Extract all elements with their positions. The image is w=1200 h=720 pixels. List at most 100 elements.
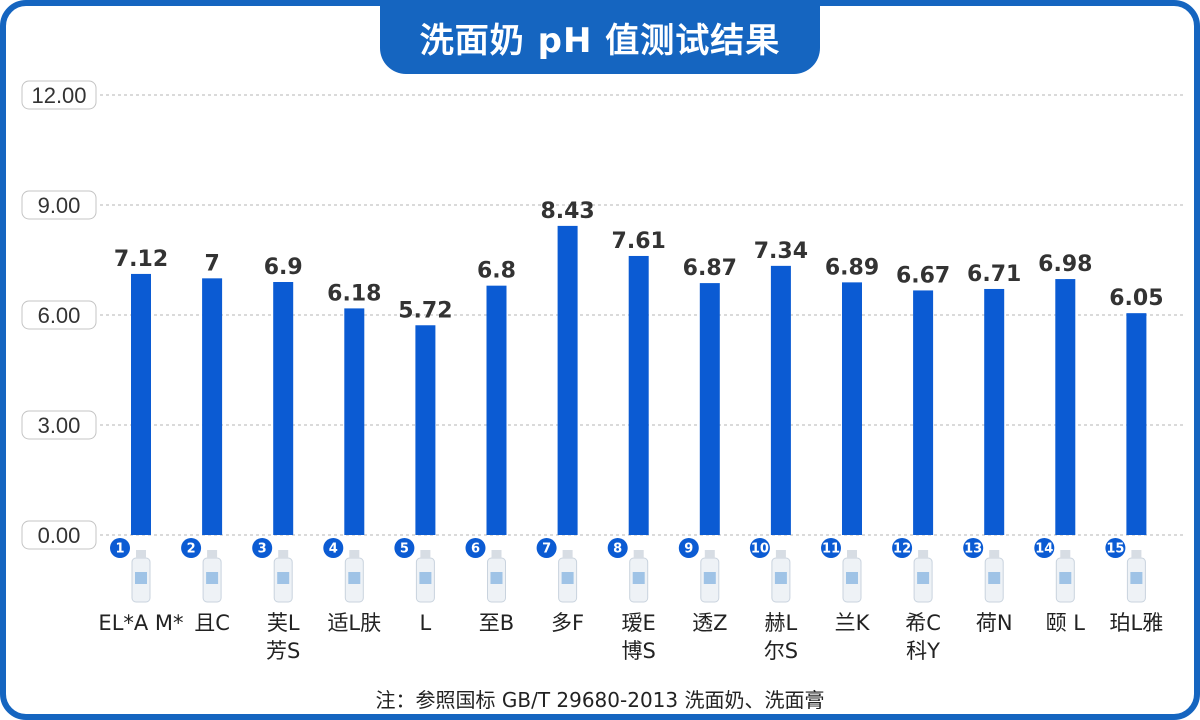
number-badge (821, 538, 841, 558)
number-badge (749, 538, 770, 558)
value-label: 7.12 (114, 247, 168, 272)
number-badge-text: 10 (751, 542, 769, 557)
product-bottle-icon (913, 550, 933, 603)
number-badge-text: 5 (400, 542, 409, 557)
number-badge-text: 13 (964, 542, 982, 557)
y-tick-box (21, 80, 97, 110)
product-bottle-icon (1126, 550, 1146, 603)
value-label: 6.71 (967, 262, 1021, 287)
title-banner: 洗面奶 pH 值测试结果 (380, 0, 820, 74)
value-label: 7.61 (612, 229, 666, 254)
bar (557, 225, 578, 535)
number-badge-text: 11 (822, 542, 840, 557)
value-label: 8.43 (540, 199, 594, 224)
number-badge (1105, 538, 1126, 558)
number-badge-text: 9 (684, 542, 693, 557)
value-label: 6.98 (1038, 252, 1092, 277)
number-badge (394, 538, 415, 558)
number-badge-text: 8 (613, 542, 622, 557)
category-label: 尔S (764, 639, 798, 663)
number-badge-text: 14 (1035, 542, 1053, 557)
bar (131, 273, 151, 535)
category-label: EL*A M* (98, 611, 183, 635)
category-label: 希C (905, 611, 941, 635)
bar (1055, 279, 1076, 535)
number-badge (963, 538, 984, 558)
category-label: 芳S (266, 639, 300, 663)
category-label: 科Y (906, 639, 940, 663)
value-label: 5.72 (398, 298, 452, 323)
number-badge-text: 12 (893, 542, 911, 557)
category-label: 珀L雅 (1110, 611, 1164, 635)
value-label: 7 (204, 251, 219, 276)
product-bottle-icon (202, 550, 222, 603)
y-tick-label: 0.00 (38, 523, 81, 548)
bar (1126, 313, 1147, 535)
bar (770, 265, 791, 535)
y-tick-label: 12.00 (31, 83, 86, 108)
category-label: 赫L (765, 611, 798, 635)
product-bottle-icon (558, 550, 578, 603)
number-badge-text: 6 (471, 542, 480, 557)
product-bottle-icon (344, 550, 364, 603)
value-label: 6.87 (683, 256, 737, 281)
value-label: 6.05 (1109, 286, 1163, 311)
y-tick-box (21, 300, 97, 330)
number-badge (110, 538, 130, 558)
bar (913, 290, 934, 535)
value-label: 6.8 (477, 259, 516, 284)
category-label: 颐 L (1046, 611, 1086, 635)
category-label: 且C (194, 611, 230, 635)
bar (415, 325, 436, 535)
product-bottle-icon (629, 550, 649, 603)
bar (486, 285, 507, 535)
bar (273, 282, 294, 535)
product-bottle-icon (273, 550, 293, 603)
product-bottle-icon (771, 550, 791, 603)
bar (842, 282, 862, 535)
value-label: 7.34 (754, 239, 808, 264)
product-bottle-icon (1055, 550, 1075, 603)
y-tick-box (21, 520, 97, 550)
number-badge (252, 538, 273, 558)
category-label: 适L肤 (327, 611, 381, 635)
value-label: 6.18 (327, 281, 381, 306)
number-badge (323, 538, 344, 558)
product-bottle-icon (984, 550, 1004, 603)
category-label: 兰K (835, 611, 871, 635)
number-badge-text: 15 (1106, 542, 1124, 557)
bar (202, 278, 223, 535)
bar (344, 308, 365, 535)
number-badge-text: 7 (542, 542, 551, 557)
category-label: 瑷E (622, 611, 656, 635)
product-bottle-icon (487, 550, 506, 603)
category-label: 至B (479, 611, 514, 635)
category-label: 芙L (267, 611, 300, 635)
product-bottle-icon (842, 550, 862, 603)
y-tick-label: 6.00 (38, 303, 81, 328)
value-label: 6.67 (896, 263, 950, 288)
category-label: 博S (622, 639, 656, 663)
category-label: 荷N (976, 611, 1013, 635)
category-label: 透Z (692, 611, 727, 635)
number-badge-text: 3 (258, 542, 267, 557)
bar (628, 255, 649, 535)
value-label: 6.89 (825, 255, 879, 280)
number-badge (465, 538, 486, 558)
number-badge (892, 538, 913, 558)
category-label: L (420, 611, 432, 635)
y-tick-box (21, 410, 97, 440)
bar (699, 283, 720, 535)
value-label: 6.9 (264, 255, 303, 280)
number-badge (536, 538, 557, 558)
y-tick-box (21, 190, 97, 220)
number-badge (607, 538, 628, 558)
number-badge (1034, 538, 1055, 558)
category-label: 多F (551, 611, 584, 635)
y-tick-label: 9.00 (38, 193, 81, 218)
footnote: 注：参照国标 GB/T 29680-2013 洗面奶、洗面膏 (375, 688, 825, 712)
product-bottle-icon (700, 550, 720, 603)
number-badge (181, 538, 202, 558)
number-badge (678, 538, 699, 558)
